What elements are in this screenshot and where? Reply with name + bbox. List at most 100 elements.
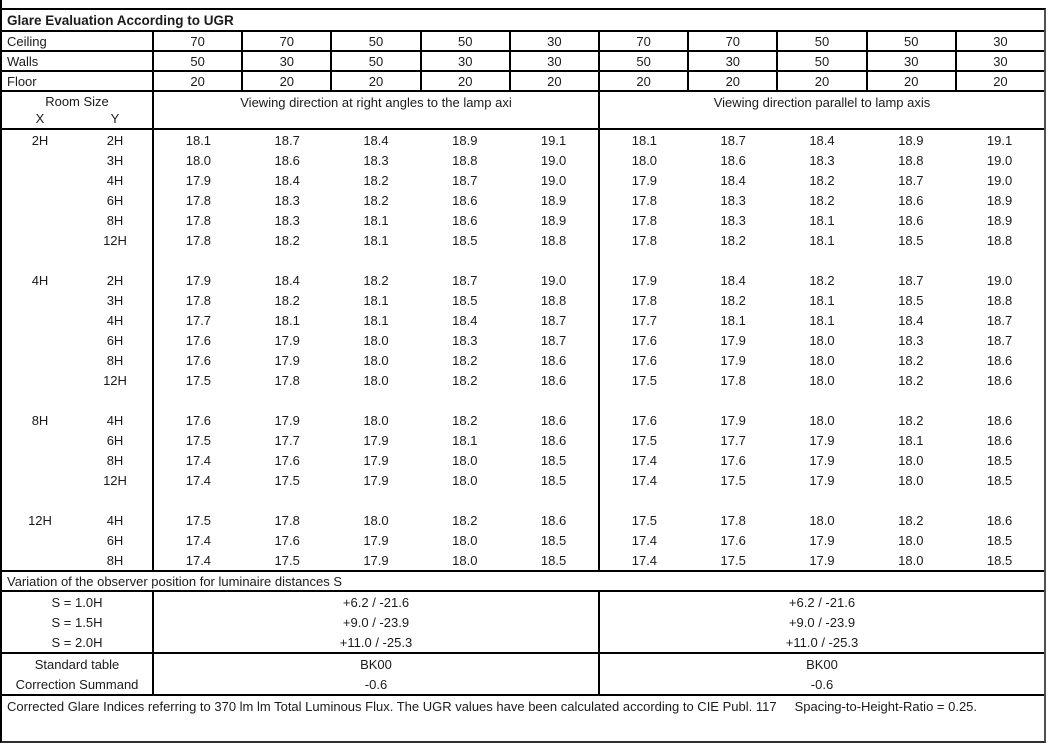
room-y-label: 8H (106, 352, 124, 368)
surface-value-cell: 70 (687, 32, 776, 50)
ugr-value-cell: 18.3 (363, 152, 389, 168)
ugr-value-cell: 18.9 (986, 192, 1013, 208)
ugr-value-cell: 18.5 (540, 452, 567, 468)
ugr-value-cell: 18.3 (274, 212, 300, 228)
surface-value-cell: 30 (241, 52, 330, 70)
ugr-value-cell: 17.8 (720, 512, 746, 528)
surface-value-cell: 70 (241, 32, 330, 50)
ugr-value-cell: 17.9 (274, 332, 300, 348)
ugr-value-cell: 18.9 (898, 132, 924, 148)
surface-row: Walls 50 30 50 30 30 50 30 50 30 30 (2, 52, 1044, 72)
ugr-value-cell: 18.7 (452, 272, 478, 288)
ugr-value-cell: 18.3 (452, 332, 478, 348)
room-x-label (2, 350, 78, 370)
ugr-value-cell: 18.0 (452, 532, 478, 548)
standard-value-left: BK00 (152, 654, 598, 674)
ugr-value-cell: 18.2 (898, 512, 924, 528)
ugr-value-cell: 18.7 (720, 132, 746, 148)
room-x-label (2, 310, 78, 330)
observer-distance-value-left: +11.0 / -25.3 (152, 632, 598, 652)
ugr-value-cell: 19.1 (986, 132, 1013, 148)
right-angles-heading: Viewing direction at right angles to the… (152, 92, 598, 128)
ugr-value-cell: 18.2 (274, 292, 300, 308)
ugr-row: 8H 17.8 18.3 18.1 18.6 18.9 17.8 18.3 18.1 18.6 18… (2, 210, 1044, 230)
ugr-value-cell: 18.0 (631, 152, 658, 168)
ugr-value-cell: 18.3 (898, 332, 924, 348)
surface-value-cell: 50 (330, 52, 419, 70)
ugr-value-cell: 19.0 (986, 172, 1013, 188)
ugr-value-cell: 18.8 (898, 152, 924, 168)
ugr-row: 12H 17.4 17.5 17.9 18.0 18.5 17.4 17.5 17.9 18.0 1… (2, 470, 1044, 490)
ugr-value-cell: 17.6 (631, 332, 658, 348)
parallel-values: 17.6 17.9 18.0 18.3 18.7 (598, 330, 1044, 350)
surface-value-cell: 70 (598, 32, 687, 50)
observer-distance-value-right: +9.0 / -23.9 (598, 612, 1044, 632)
footer-note-row: Corrected Glare Indices referring to 370… (2, 694, 1044, 741)
parallel-values: 17.7 18.1 18.1 18.4 18.7 (598, 310, 1044, 330)
room-y-label: 8H (106, 452, 124, 468)
room-y-label: 3H (106, 292, 124, 308)
room-x-label (2, 150, 78, 170)
surface-label: Floor (7, 73, 37, 89)
room-x-label (2, 210, 78, 230)
surface-value-cell: 30 (508, 32, 598, 50)
ugr-value-cell: 18.6 (986, 412, 1013, 428)
room-y-label: 8H (106, 212, 124, 228)
ugr-value-cell: 17.5 (185, 432, 212, 448)
right-angles-values: 17.6 17.9 18.0 18.2 18.6 (152, 410, 598, 430)
surface-value-cell: 50 (776, 32, 865, 50)
ugr-value-cell: 18.4 (809, 132, 835, 148)
ugr-value-cell: 18.0 (898, 532, 924, 548)
observer-distance-value-left: +9.0 / -23.9 (152, 612, 598, 632)
ugr-value-cell: 18.8 (540, 232, 567, 248)
xy-labels: X Y (2, 111, 152, 128)
right-angles-values: 17.4 17.6 17.9 18.0 18.5 (152, 450, 598, 470)
parallel-values: 17.5 17.7 17.9 18.1 18.6 (598, 430, 1044, 450)
ugr-value-cell: 17.9 (363, 452, 389, 468)
ugr-value-cell: 18.6 (540, 512, 567, 528)
surface-value-cell: 30 (687, 52, 776, 70)
ugr-value-cell: 18.8 (986, 232, 1013, 248)
ugr-value-cell: 19.0 (540, 272, 567, 288)
room-x-label: 4H (31, 272, 49, 288)
room-y-label: 6H (106, 332, 124, 348)
ugr-value-cell: 18.4 (274, 272, 300, 288)
ugr-value-cell: 18.2 (452, 512, 478, 528)
ugr-value-cell: 17.4 (185, 552, 212, 568)
ugr-value-cell: 18.8 (986, 292, 1013, 308)
ugr-row: 6H 17.6 17.9 18.0 18.3 18.7 17.6 17.9 18.0 18.3 18… (2, 330, 1044, 350)
room-x-label: 8H (31, 412, 49, 428)
ugr-value-cell: 18.6 (986, 372, 1013, 388)
ugr-value-cell: 17.9 (363, 472, 389, 488)
ugr-value-cell: 18.1 (452, 432, 478, 448)
surface-value-cell: 20 (865, 72, 955, 90)
room-y-label: 6H (106, 532, 124, 548)
ugr-value-cell: 17.9 (185, 172, 212, 188)
ugr-value-cell: 17.6 (720, 452, 746, 468)
ugr-value-cell: 18.9 (540, 212, 567, 228)
ugr-value-cell: 18.3 (809, 152, 835, 168)
parallel-values: 17.5 17.8 18.0 18.2 18.6 (598, 510, 1044, 530)
parallel-values: 17.4 17.5 17.9 18.0 18.5 (598, 550, 1044, 570)
ugr-value-cell: 19.1 (540, 132, 567, 148)
ugr-row: 8H 17.4 17.5 17.9 18.0 18.5 17.4 17.5 17.9 18.0 18… (2, 550, 1044, 570)
right-angles-values: 17.4 17.6 17.9 18.0 18.5 (152, 530, 598, 550)
ugr-row: 3H 17.8 18.2 18.1 18.5 18.8 17.8 18.2 18.1 18.5 18… (2, 290, 1044, 310)
ugr-row: 4H 17.9 18.4 18.2 18.7 19.0 17.9 18.4 18.2 18.7 19… (2, 170, 1044, 190)
room-x-label (2, 190, 78, 210)
ugr-value-cell: 18.0 (898, 552, 924, 568)
ugr-value-cell: 18.1 (809, 212, 835, 228)
ugr-row: 8H 4H 17.6 17.9 18.0 18.2 18.6 17.6 17.9 18.0 18.2… (2, 410, 1044, 430)
ugr-value-cell: 17.5 (274, 552, 300, 568)
ugr-value-cell: 18.4 (898, 312, 924, 328)
ugr-value-cell: 18.0 (452, 472, 478, 488)
ugr-value-cell: 18.1 (809, 312, 835, 328)
ugr-value-cell: 18.0 (809, 512, 835, 528)
ugr-row: 12H 4H 17.5 17.8 18.0 18.2 18.6 17.5 17.8 18.0 18.… (2, 510, 1044, 530)
ugr-value-cell: 18.2 (809, 272, 835, 288)
ugr-value-cell: 18.0 (452, 452, 478, 468)
right-angles-values: 17.4 17.5 17.9 18.0 18.5 (152, 550, 598, 570)
parallel-values: 17.6 17.9 18.0 18.2 18.6 (598, 410, 1044, 430)
ugr-value-cell: 17.8 (631, 292, 658, 308)
parallel-values: 17.8 18.3 18.1 18.6 18.9 (598, 210, 1044, 230)
